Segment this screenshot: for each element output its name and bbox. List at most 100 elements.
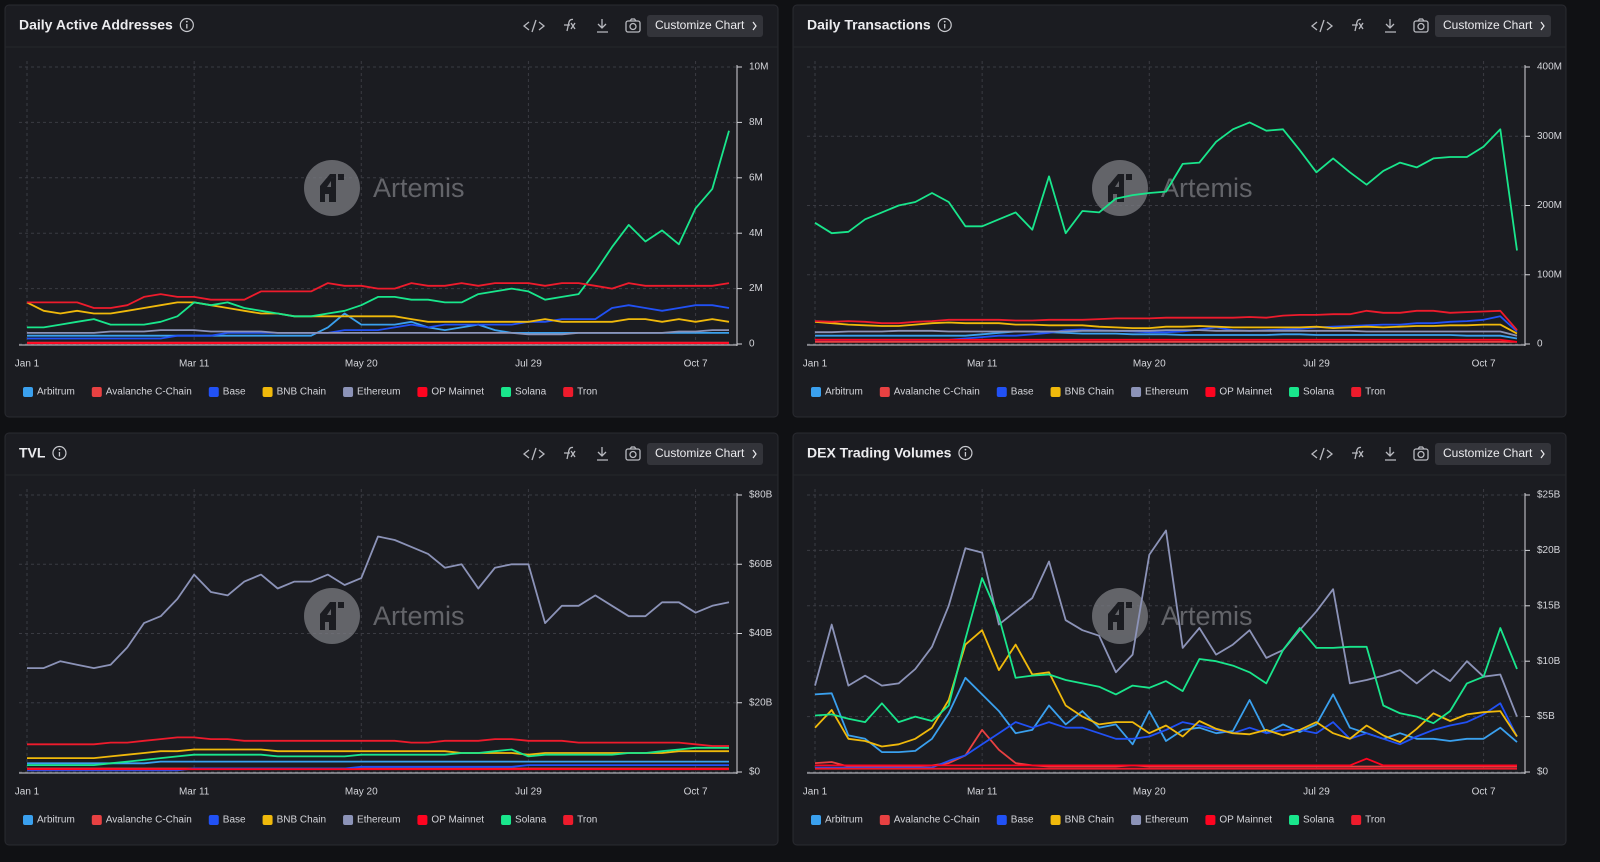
legend-item[interactable]: Tron [1351,387,1385,398]
embed-icon[interactable] [1310,447,1334,461]
screenshot-icon-lens [1417,22,1425,31]
button-label: Customize Chart [1443,18,1533,32]
legend-label: Arbitrum [825,815,863,826]
chart-title: Daily Active Addresses [19,17,173,33]
legend-item[interactable]: Solana [501,815,547,826]
legend-item[interactable]: Avalanche C-Chain [91,387,192,398]
info-icon[interactable] [179,17,194,33]
legend-item[interactable]: Ethereum [1131,815,1188,826]
watermark-text: Artemis [1161,601,1253,631]
legend-item[interactable]: Base [208,815,246,826]
legend-swatch [563,815,574,825]
screenshot-icon[interactable] [625,18,641,33]
formula-icon[interactable] [564,446,576,460]
watermark-logo-mark [320,602,344,630]
screenshot-icon-body [625,20,641,33]
legend-item[interactable]: Avalanche C-Chain [91,815,192,826]
x-tick-label: Jul 29 [1303,787,1330,798]
chart-panel: DEX Trading Volumes Customize Chart $0 $5B $… [792,432,1567,846]
legend-item[interactable]: Solana [501,387,547,398]
x-tick-label: Jul 29 [1303,359,1330,370]
customize-chart-button[interactable]: Customize Chart [647,443,763,465]
legend-item[interactable]: OP Mainnet [1205,815,1272,826]
series-line [26,301,730,323]
download-icon[interactable] [1385,447,1396,461]
download-icon[interactable] [1385,19,1396,33]
legend-item[interactable]: Avalanche C-Chain [879,387,980,398]
y-tick-label: 100M [1537,269,1562,280]
legend-item[interactable]: Base [208,387,246,398]
customize-chart-button[interactable]: Customize Chart [1435,15,1551,37]
customize-chart-button[interactable]: Customize Chart [1435,443,1551,465]
x-tick-label: Oct 7 [684,787,708,798]
formula-icon[interactable] [1352,18,1364,32]
legend-item[interactable]: Base [996,387,1034,398]
legend-item[interactable]: Arbitrum [23,815,75,826]
formula-icon[interactable] [1352,446,1364,460]
watermark-text: Artemis [1161,173,1253,203]
legend-label: Arbitrum [825,387,863,398]
legend-swatch [879,815,890,825]
chart-title: Daily Transactions [807,17,931,33]
embed-icon[interactable] [1310,19,1334,33]
download-icon[interactable] [597,19,608,33]
y-tick-label: 4M [749,228,763,239]
y-tick-label: $10B [1537,656,1561,667]
button-chevron [1540,21,1545,31]
screenshot-icon-lens [629,450,637,459]
button-label: Customize Chart [655,446,745,460]
legend-label: Tron [1365,815,1385,826]
legend-item[interactable]: BNB Chain [262,387,326,398]
legend-swatch [91,815,102,825]
legend-item[interactable]: Tron [1351,815,1385,826]
y-tick-label: $15B [1537,600,1561,611]
info-icon[interactable] [958,445,973,461]
legend-label: OP Mainnet [1219,387,1272,398]
legend-item[interactable]: Arbitrum [811,387,863,398]
screenshot-icon[interactable] [1413,446,1429,461]
screenshot-icon-top [1417,446,1425,450]
legend-item[interactable]: Avalanche C-Chain [879,815,980,826]
legend-item[interactable]: BNB Chain [1050,387,1114,398]
legend-swatch [563,387,574,397]
customize-chart-button[interactable]: Customize Chart [647,15,763,37]
legend-item[interactable]: Arbitrum [811,815,863,826]
legend-swatch [262,387,273,397]
embed-icon[interactable] [522,447,546,461]
info-icon-circle [179,17,194,33]
series-line [814,577,1518,725]
legend-item[interactable]: Ethereum [343,387,400,398]
legend-label: Tron [577,815,597,826]
legend-swatch [1351,387,1362,397]
screenshot-icon-lens [629,22,637,31]
legend-item[interactable]: Base [996,815,1034,826]
x-tick-label: Mar 11 [967,787,998,798]
legend-item[interactable]: Tron [563,387,597,398]
legend-item[interactable]: OP Mainnet [1205,387,1272,398]
legend-item[interactable]: Ethereum [343,815,400,826]
formula-icon[interactable] [564,18,576,32]
legend-swatch [996,387,1007,397]
embed-icon[interactable] [522,19,546,33]
legend-item[interactable]: OP Mainnet [417,815,484,826]
legend-item[interactable]: Solana [1289,387,1335,398]
series-line [814,309,1518,331]
info-icon[interactable] [52,445,67,461]
legend-label: BNB Chain [1065,815,1114,826]
legend-item[interactable]: BNB Chain [262,815,326,826]
legend-item[interactable]: OP Mainnet [417,387,484,398]
series-line [815,757,1517,767]
info-icon[interactable] [937,17,952,33]
screenshot-icon-body [1413,448,1429,461]
legend-swatch [1351,815,1362,825]
download-icon[interactable] [597,447,608,461]
legend-label: Tron [577,387,597,398]
legend-item[interactable]: Tron [563,815,597,826]
screenshot-icon[interactable] [625,446,641,461]
legend-item[interactable]: Solana [1289,815,1335,826]
legend-item[interactable]: Arbitrum [23,387,75,398]
screenshot-icon[interactable] [1413,18,1429,33]
legend-item[interactable]: Ethereum [1131,387,1188,398]
y-tick-label: $25B [1537,490,1561,501]
legend-item[interactable]: BNB Chain [1050,815,1114,826]
